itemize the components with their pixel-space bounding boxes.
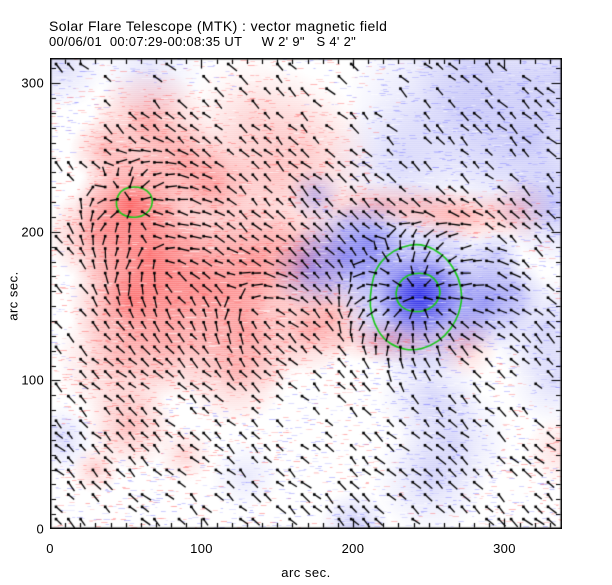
- x-tick-label: 300: [493, 541, 516, 556]
- y-tick-label: 100: [21, 372, 44, 388]
- x-tick-label: 0: [46, 541, 54, 556]
- chart-subtitle: 00/06/01 00:07:29-00:08:35 UT W 2' 9" S …: [49, 34, 357, 49]
- y-tick-label: 0: [36, 521, 44, 537]
- vector-field-plot-canvas: [50, 58, 562, 529]
- x-axis-label: arc sec.: [281, 565, 331, 580]
- x-tick-label: 100: [190, 541, 213, 556]
- y-tick-label: 200: [21, 224, 44, 240]
- y-axis-label: arc sec.: [5, 271, 21, 321]
- chart-title: Solar Flare Telescope (MTK) : vector mag…: [49, 18, 388, 34]
- x-tick-label: 200: [341, 541, 365, 556]
- y-tick-label: 300: [21, 75, 44, 91]
